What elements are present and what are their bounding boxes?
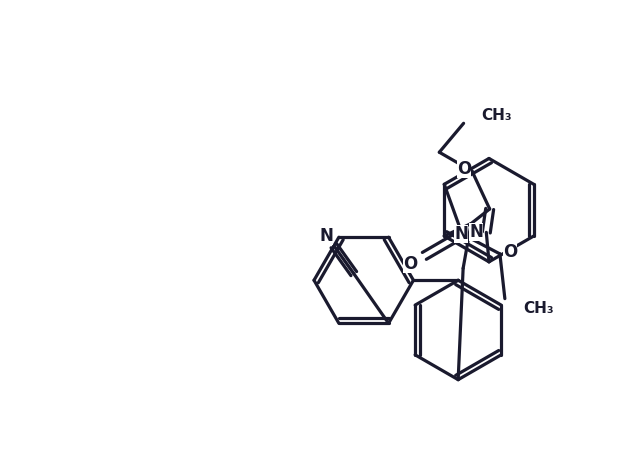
- Text: N: N: [319, 227, 333, 245]
- Text: N: N: [454, 225, 468, 243]
- Text: O: O: [502, 243, 517, 261]
- Text: O: O: [403, 255, 417, 273]
- Text: O: O: [457, 160, 471, 178]
- Text: CH₃: CH₃: [481, 108, 512, 123]
- Text: CH₃: CH₃: [523, 301, 554, 316]
- Text: N: N: [469, 223, 483, 242]
